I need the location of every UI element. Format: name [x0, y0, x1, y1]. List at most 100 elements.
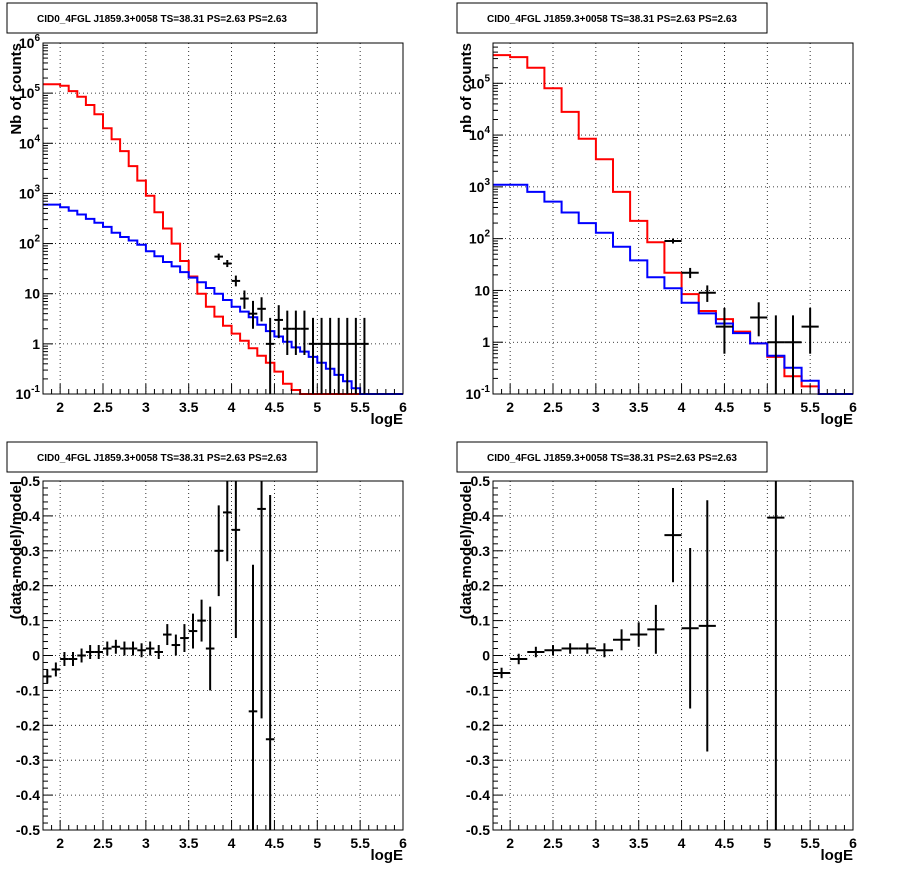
y-tick-base: 10 — [19, 135, 35, 151]
y-tick-label: -0.3 — [466, 752, 490, 768]
y-tick-label: 105 — [469, 73, 491, 91]
y-tick-label: 103 — [19, 183, 41, 201]
y-tick-label: -0.3 — [16, 752, 40, 768]
y-tick-base: 10 — [19, 35, 35, 51]
x-tick-label: 2.5 — [93, 835, 113, 851]
y-tick-base: 10 — [469, 179, 485, 195]
counts-panel-right: CID0_4FGL J1859.3+0058 TS=38.31 PS=2.63 … — [456, 2, 857, 428]
y-tick-exponent: 6 — [34, 33, 40, 44]
counts-panel-left: CID0_4FGL J1859.3+0058 TS=38.31 PS=2.63 … — [6, 2, 407, 428]
y-axis-label: nb of counts — [458, 43, 475, 133]
y-tick-exponent: 4 — [34, 133, 40, 144]
x-axis-label: logE — [821, 411, 854, 428]
title-box — [456, 441, 768, 473]
y-tick-label: 104 — [19, 133, 41, 151]
chart-title: CID0_4FGL J1859.3+0058 TS=38.31 PS=2.63 … — [37, 453, 287, 464]
x-tick-label: 6 — [399, 835, 407, 851]
x-tick-label: 4.5 — [715, 835, 735, 851]
y-tick-label: 0.1 — [471, 613, 491, 629]
x-tick-label: 5 — [763, 399, 771, 415]
y-tick-exponent: 3 — [484, 177, 490, 188]
y-axis-label: (data-model)/model — [458, 481, 475, 619]
y-tick-base: 10 — [19, 185, 35, 201]
title-box — [456, 2, 768, 34]
y-tick-label: 103 — [469, 177, 491, 195]
x-tick-label: 2.5 — [543, 399, 563, 415]
y-axis-label: Nb of counts — [8, 43, 25, 135]
y-tick-label: 0.3 — [21, 543, 41, 559]
y-axis-label: (data-model)/model — [8, 481, 25, 619]
x-tick-label: 6 — [849, 835, 857, 851]
x-tick-label: 6 — [849, 399, 857, 415]
chart-title: CID0_4FGL J1859.3+0058 TS=38.31 PS=2.63 … — [487, 14, 737, 25]
y-tick-exponent: -1 — [31, 384, 40, 395]
x-axis-label: logE — [371, 411, 404, 428]
x-tick-label: 2.5 — [93, 399, 113, 415]
y-tick-label: 1 — [32, 336, 40, 352]
y-tick-base: 10 — [466, 386, 482, 402]
x-tick-label: 3 — [142, 835, 150, 851]
x-tick-label: 2 — [56, 835, 64, 851]
x-tick-label: 3.5 — [629, 399, 649, 415]
x-tick-label: 3 — [592, 835, 600, 851]
y-tick-label: 0 — [32, 648, 40, 664]
x-tick-label: 4.5 — [265, 835, 285, 851]
x-axis-label: logE — [371, 847, 404, 864]
y-tick-label: -0.1 — [466, 682, 490, 698]
y-tick-label: -0.1 — [16, 682, 40, 698]
x-tick-label: 4.5 — [715, 399, 735, 415]
y-tick-base: 10 — [469, 231, 485, 247]
y-tick-label: 0 — [482, 648, 490, 664]
y-tick-label: 0.5 — [21, 473, 41, 489]
y-tick-exponent: -1 — [481, 384, 490, 395]
y-tick-label: -0.4 — [466, 787, 490, 803]
y-tick-label: -0.2 — [16, 717, 40, 733]
x-tick-label: 6 — [399, 399, 407, 415]
x-tick-label: 3.5 — [629, 835, 649, 851]
y-tick-label: 0.3 — [471, 543, 491, 559]
y-tick-exponent: 3 — [34, 183, 40, 194]
y-tick-label: -0.4 — [16, 787, 40, 803]
y-tick-label: -0.2 — [466, 717, 490, 733]
y-tick-label: 1 — [482, 334, 490, 350]
x-axis-label: logE — [821, 847, 854, 864]
x-tick-label: 5.5 — [350, 835, 370, 851]
y-tick-label: 10-1 — [466, 384, 491, 402]
x-tick-label: 3.5 — [179, 399, 199, 415]
x-tick-label: 3 — [142, 399, 150, 415]
x-tick-label: 5 — [313, 835, 321, 851]
y-tick-base: 10 — [19, 85, 35, 101]
x-tick-label: 5.5 — [800, 399, 820, 415]
y-tick-exponent: 5 — [484, 73, 490, 84]
y-tick-label: -0.5 — [16, 822, 40, 838]
y-tick-label: 104 — [469, 125, 491, 143]
x-tick-label: 5 — [763, 835, 771, 851]
residuals-panel-right: CID0_4FGL J1859.3+0058 TS=38.31 PS=2.63 … — [456, 441, 857, 864]
y-tick-label: 102 — [469, 229, 491, 247]
title-box — [6, 441, 318, 473]
x-tick-label: 2 — [506, 399, 514, 415]
y-tick-exponent: 2 — [34, 234, 40, 245]
y-tick-label: 0.1 — [21, 613, 41, 629]
x-tick-label: 5 — [313, 399, 321, 415]
y-tick-base: 10 — [469, 127, 485, 143]
y-tick-base: 10 — [19, 236, 35, 252]
x-tick-label: 4 — [228, 835, 236, 851]
chart-title: CID0_4FGL J1859.3+0058 TS=38.31 PS=2.63 … — [487, 453, 737, 464]
y-tick-label: 10 — [24, 286, 40, 302]
source-model-histogram — [493, 183, 853, 395]
source-model-histogram — [43, 203, 403, 395]
y-tick-label: 0.2 — [471, 578, 491, 594]
y-tick-exponent: 5 — [34, 83, 40, 94]
y-tick-label: -0.5 — [466, 822, 490, 838]
x-tick-label: 3.5 — [179, 835, 199, 851]
y-tick-label: 10-1 — [16, 384, 41, 402]
total-model-histogram — [43, 83, 403, 395]
x-tick-label: 4 — [678, 835, 686, 851]
x-tick-label: 4.5 — [265, 399, 285, 415]
plot-frame — [42, 42, 404, 395]
y-tick-label: 0.2 — [21, 578, 41, 594]
y-tick-exponent: 4 — [484, 125, 490, 136]
y-tick-label: 10 — [474, 282, 490, 298]
